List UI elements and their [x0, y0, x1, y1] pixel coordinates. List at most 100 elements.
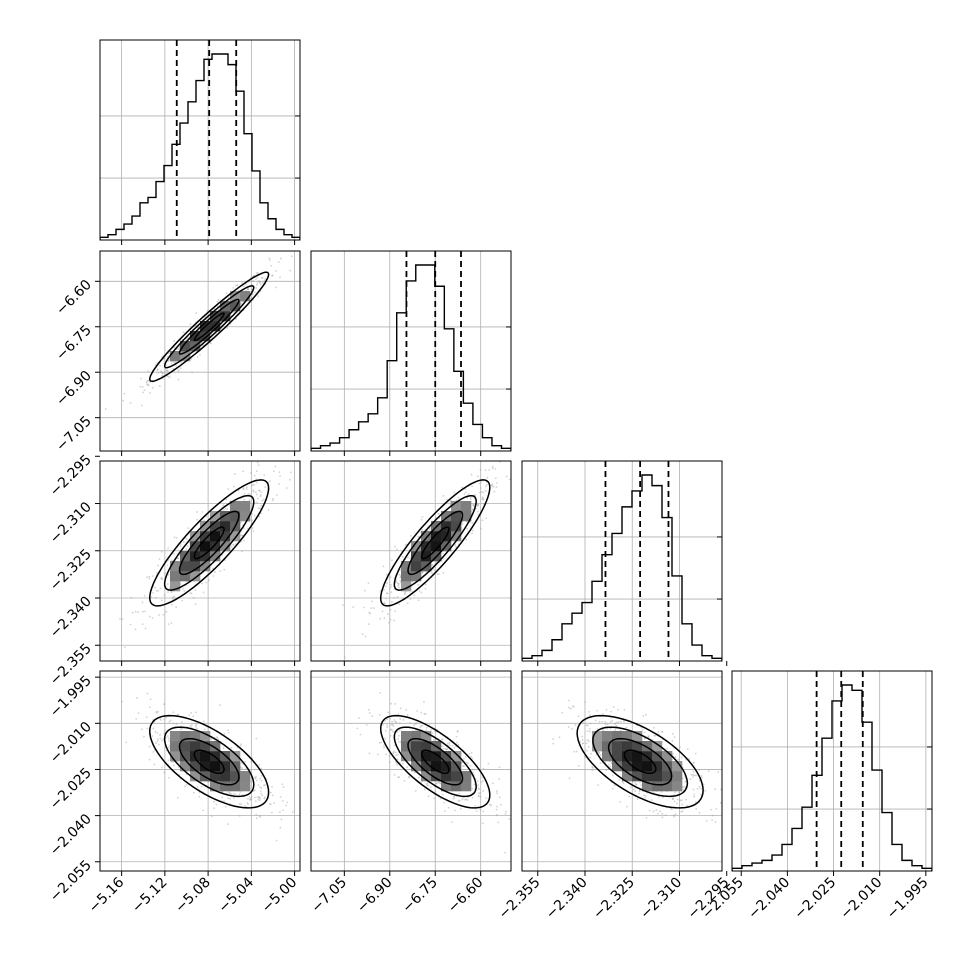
scatter-point [472, 529, 474, 532]
scatter-point [260, 792, 263, 795]
scatter-point [505, 475, 508, 478]
scatter-point [611, 787, 614, 790]
density-cell [170, 751, 181, 762]
scatter-point [462, 796, 465, 799]
density-cell [612, 761, 623, 772]
density-cell [180, 761, 191, 772]
scatter-point [512, 467, 514, 469]
scatter-point [451, 744, 454, 747]
scatter-point [252, 790, 255, 792]
density-cell [592, 741, 603, 752]
scatter-point [155, 589, 158, 592]
density-cell [451, 501, 462, 512]
scatter-point [661, 812, 664, 815]
scatter-point [482, 491, 485, 494]
scatter-point [397, 586, 400, 589]
scatter-point [489, 456, 491, 458]
scatter-point [247, 288, 250, 291]
scatter-point [589, 714, 591, 717]
scatter-point [404, 592, 406, 595]
scatter-point [673, 736, 676, 739]
scatter-point [156, 361, 159, 364]
scatter-point [215, 803, 218, 806]
scatter-point [146, 692, 149, 695]
scatter-point [210, 738, 213, 741]
scatter-point [491, 782, 494, 785]
scatter-point [472, 503, 474, 506]
scatter-point [479, 808, 482, 811]
scatter-point [478, 794, 480, 797]
scatter-point [202, 720, 205, 723]
scatter-point [159, 717, 162, 720]
scatter-point [643, 731, 646, 734]
x-tick-label: −7.05 [309, 875, 351, 917]
scatter-point [584, 756, 587, 759]
scatter-point [436, 782, 438, 785]
scatter-point [462, 765, 464, 768]
panel-content [100, 671, 309, 871]
density-cell [170, 731, 181, 742]
scatter-point [261, 281, 264, 284]
scatter-point [681, 810, 684, 813]
scatter-point [243, 488, 245, 490]
scatter-point [275, 286, 277, 289]
scatter-point [395, 762, 398, 765]
density-cell [180, 731, 191, 742]
scatter-point [160, 739, 163, 742]
scatter-point [180, 361, 183, 364]
scatter-point [257, 795, 260, 798]
scatter-point [196, 518, 199, 521]
density-cell [411, 741, 422, 752]
scatter-point [186, 545, 189, 548]
scatter-point [491, 483, 494, 486]
scatter-point [395, 722, 398, 725]
density-cell [421, 741, 432, 752]
scatter-point [307, 829, 309, 831]
scatter-point [626, 805, 628, 808]
scatter-point [232, 793, 235, 795]
density-cell [190, 741, 201, 752]
scatter-point [459, 807, 462, 810]
scatter-point [495, 486, 498, 489]
scatter-point [445, 748, 448, 751]
scatter-point [417, 583, 420, 586]
scatter-point [453, 491, 456, 494]
scatter-point [140, 404, 143, 407]
scatter-point [216, 737, 219, 739]
scatter-point [479, 487, 482, 489]
scatter-point [212, 567, 214, 570]
scatter-point [148, 745, 151, 748]
scatter-point [151, 617, 154, 619]
scatter-point [476, 504, 479, 506]
scatter-point [286, 801, 289, 804]
scatter-point [420, 591, 423, 594]
x-tick-label: −2.340 [543, 875, 591, 923]
scatter-point [260, 512, 262, 515]
scatter-point [479, 468, 482, 471]
scatter-point [476, 505, 479, 507]
panel-content [522, 671, 722, 871]
scatter-point [479, 795, 482, 798]
scatter-point [370, 607, 373, 610]
scatter-point [453, 795, 456, 798]
scatter-point [441, 738, 444, 741]
scatter-point [505, 810, 507, 813]
density-cell [210, 311, 221, 322]
y-tick-label: −6.75 [53, 322, 95, 364]
scatter-point [610, 710, 612, 713]
scatter-point [271, 785, 273, 788]
density-cell [642, 781, 653, 792]
scatter-point [715, 807, 718, 810]
scatter-point [257, 489, 260, 492]
scatter-point [255, 779, 258, 782]
scatter-point [165, 716, 168, 719]
density-cell [240, 781, 251, 792]
scatter-point [173, 552, 175, 555]
scatter-point [269, 480, 271, 483]
density-cell [411, 751, 422, 762]
scatter-point [596, 728, 599, 730]
scatter-point [604, 761, 607, 764]
scatter-point [263, 796, 266, 799]
scatter-point [421, 724, 424, 727]
scatter-point [482, 790, 485, 792]
